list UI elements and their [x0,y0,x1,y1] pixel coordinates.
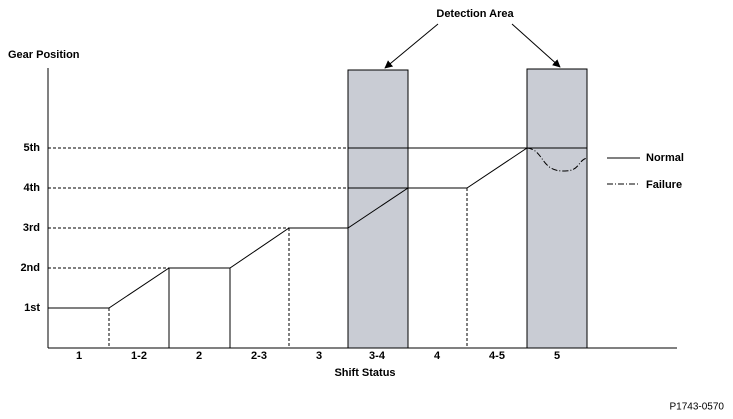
arrow [511,23,561,68]
shift-label: 1-2 [131,350,147,362]
code: P1743-0570 [670,402,725,413]
shift-label: 4-5 [489,350,505,362]
shift-label: 2-3 [251,350,267,362]
arrow [384,23,439,69]
legend-label: Failure [646,179,682,191]
shift-label: 1 [76,350,82,362]
gear-label: 1st [24,302,40,314]
shift-label: 3 [316,350,322,362]
shift-label: 3-4 [369,350,386,362]
failure-line [526,147,588,172]
gear-label: 3rd [23,222,40,234]
detection-area [526,68,588,349]
reference-lines [48,147,587,348]
shift-label: 2 [196,350,202,362]
gear-label: 5th [24,142,41,154]
detection-area [347,69,409,349]
gear-label: 2nd [20,262,40,274]
title: Detection Area [436,8,514,20]
y-axis-label: Gear Position [8,49,80,61]
shift-label: 4 [434,350,441,362]
legend-label: Normal [646,152,684,164]
x-axis-label: Shift Status [334,367,395,379]
gear-label: 4th [24,182,41,194]
normal-line [48,147,587,309]
shift-label: 5 [554,350,560,362]
